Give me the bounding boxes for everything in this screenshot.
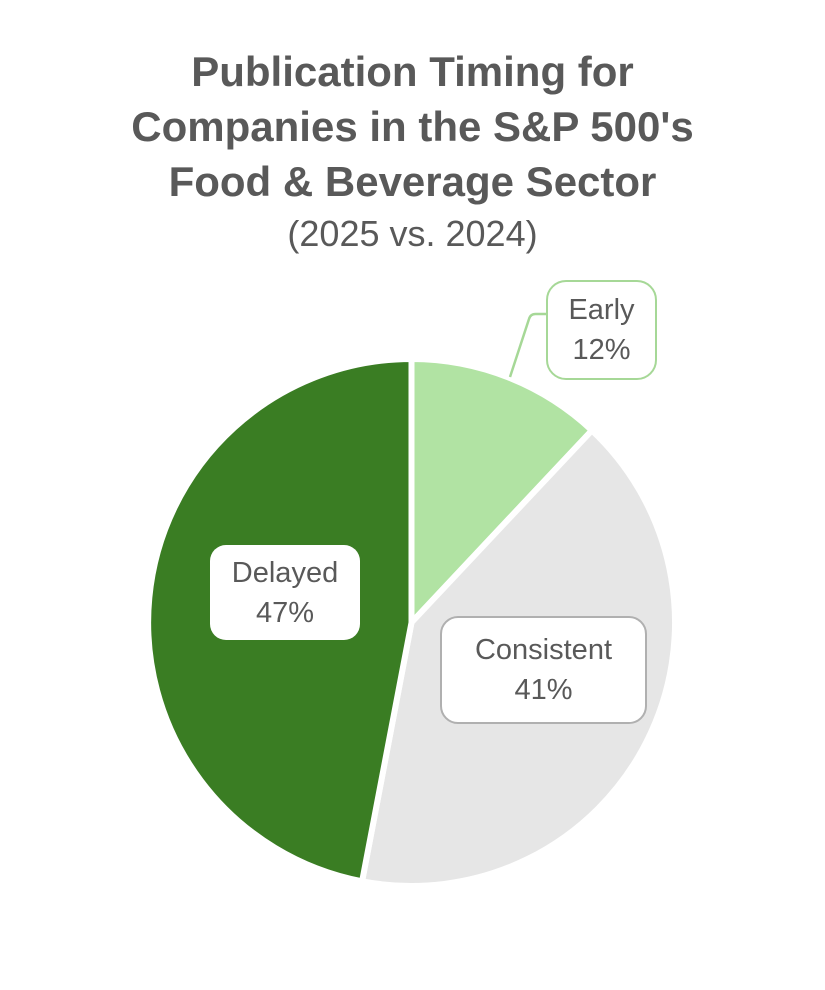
callout-early: Early 12% [546, 280, 657, 380]
pie-slice-early [408, 356, 595, 626]
callout-delayed-label: Delayed [231, 556, 339, 589]
callout-delayed: Delayed 47% [210, 545, 360, 640]
callout-delayed-value: 47% [255, 596, 315, 629]
chart-title-line-3: Food & Beverage Sector [168, 158, 657, 205]
callout-consistent-value: 41% [514, 674, 573, 706]
chart-title-block: Publication Timing for Companies in the … [0, 44, 825, 259]
chart-title-line-1: Publication Timing for [191, 48, 634, 95]
callout-consistent-label: Consistent [474, 634, 612, 666]
chart-subtitle: (2025 vs. 2024) [287, 213, 538, 254]
callout-consistent: Consistent 41% [440, 616, 647, 724]
early-callout-leader-line [508, 312, 546, 378]
callout-early-value: 12% [572, 334, 631, 366]
callout-early-label: Early [568, 294, 635, 326]
chart-title-line-2: Companies in the S&P 500's [131, 103, 694, 150]
